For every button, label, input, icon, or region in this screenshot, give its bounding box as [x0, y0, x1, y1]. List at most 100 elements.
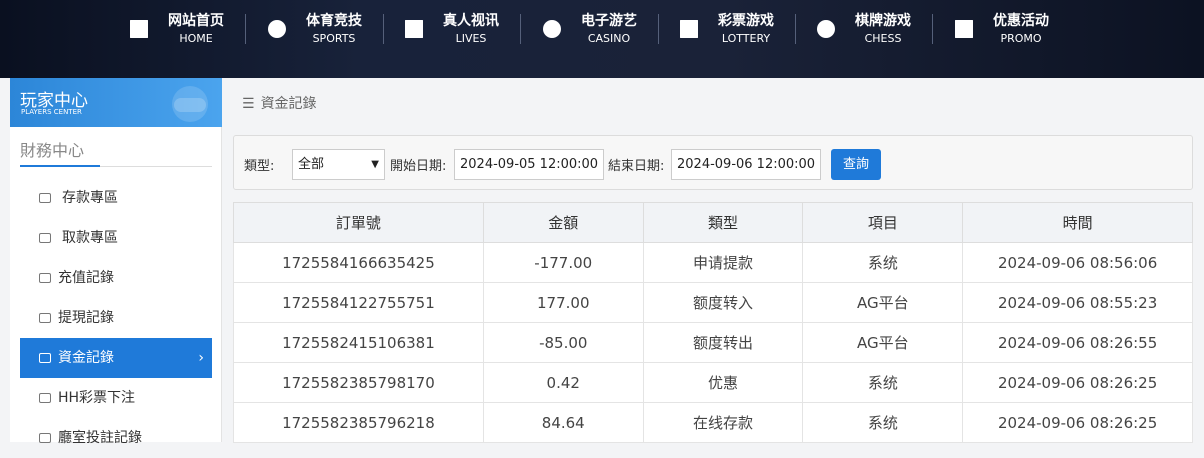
table-cell: 系统	[802, 402, 964, 443]
table-row: 1725582415106381 -85.00 额度转出 AG平台 2024-09-06…	[233, 322, 1193, 363]
nav-item[interactable]: 优惠活动 PROMO	[981, 10, 1061, 50]
column-header: 類型	[642, 202, 804, 243]
nav-icon	[543, 20, 561, 38]
nav-sub: CHESS	[864, 32, 902, 45]
table-cell: 系统	[802, 242, 964, 283]
records-table: 訂單號 金額 類型 項目 時間 1725584166635425 -177.00 申请提款 系统…	[233, 202, 1193, 443]
table-cell: 在线存款	[642, 402, 804, 443]
nav-icon	[955, 20, 973, 38]
nav-item[interactable]: 彩票游戏 LOTTERY	[706, 10, 786, 50]
table-cell: 1725582385796218	[233, 402, 484, 443]
menu-label: 廳室投註記錄	[58, 430, 142, 446]
menu-item[interactable]: 存款專區	[20, 178, 212, 218]
table-cell: 0.42	[482, 362, 644, 403]
table-cell: 177.00	[482, 282, 644, 323]
nav-separator	[520, 14, 521, 44]
table-cell: AG平台	[802, 322, 964, 363]
table-cell: 1725584166635425	[233, 242, 484, 283]
menu-item[interactable]: 取款專區	[20, 218, 212, 258]
search-button[interactable]: 查詢	[831, 149, 881, 180]
start-input[interactable]: 2024-09-05 12:00:00	[454, 149, 604, 180]
section-underline	[20, 165, 100, 167]
menu-label: 取款專區	[62, 230, 118, 246]
type-select[interactable]: 全部 ▼	[292, 149, 385, 180]
nav-label: 优惠活动	[993, 13, 1049, 29]
nav-icon	[268, 20, 286, 38]
menu-item[interactable]: 充值記錄	[20, 258, 212, 298]
nav-sub: PROMO	[1000, 32, 1042, 45]
top-nav: 网站首页 HOME 体育竞技 SPORTS 真人视讯 LIVES 电子游艺 CASINO 彩票游…	[0, 0, 1204, 78]
menu-icon	[39, 233, 51, 243]
nav-separator	[658, 14, 659, 44]
table-row: 1725584122755751 177.00 额度转入 AG平台 2024-09-06…	[233, 282, 1193, 323]
menu-item[interactable]: 廳室投註記錄	[20, 418, 212, 458]
table-cell: -177.00	[482, 242, 644, 283]
menu-label: 充值記錄	[58, 270, 114, 286]
nav-icon	[405, 20, 423, 38]
nav-item[interactable]: 体育竞技 SPORTS	[294, 10, 374, 50]
table-cell: 2024-09-06 08:56:06	[962, 242, 1193, 283]
table-cell: 系统	[802, 362, 964, 403]
table-cell: 84.64	[482, 402, 644, 443]
end-input[interactable]: 2024-09-06 12:00:00	[671, 149, 821, 180]
nav-label: 网站首页	[168, 13, 224, 29]
menu-item[interactable]: 提現記錄	[20, 298, 212, 338]
menu-label: 存款專區	[62, 190, 118, 206]
nav-separator	[932, 14, 933, 44]
nav-label: 棋牌游戏	[855, 13, 911, 29]
sidebar: 玩家中心 PLAYERS CENTER 財務中心 存款專區 取款專區 充值記錄 提現記…	[10, 78, 222, 446]
nav-icon	[130, 20, 148, 38]
page: 网站首页 HOME 体育竞技 SPORTS 真人视讯 LIVES 电子游艺 CASINO 彩票游…	[0, 0, 1204, 446]
menu-arrow: ›	[198, 350, 204, 366]
nav-separator	[245, 14, 246, 44]
menu-icon	[39, 193, 51, 203]
sidebar-subtitle: PLAYERS CENTER	[21, 108, 82, 116]
table-row: 1725582385796218 84.64 在线存款 系统 2024-09-06 08…	[233, 402, 1193, 443]
breadcrumb-text: 資金記錄	[260, 96, 317, 112]
table-cell: -85.00	[482, 322, 644, 363]
menu-icon	[39, 393, 51, 403]
table-row: 1725582385798170 0.42 优惠 系统 2024-09-06 08:26…	[233, 362, 1193, 403]
main: ☰ 資金記錄 類型: 全部 ▼ 開始日期: 2024-09-05 12:00:00 …	[222, 78, 1204, 443]
nav-separator	[383, 14, 384, 44]
end-value: 2024-09-06 12:00:00	[677, 157, 816, 172]
nav-sub: HOME	[179, 32, 213, 45]
nav-label: 电子游艺	[581, 13, 637, 29]
table-cell: 2024-09-06 08:26:55	[962, 322, 1193, 363]
table-row: 1725584166635425 -177.00 申请提款 系统 2024-09-06 …	[233, 242, 1193, 283]
header-row: 訂單號 金額 類型 項目 時間	[233, 202, 1193, 243]
sidebar-title: 玩家中心	[20, 91, 88, 111]
nav-icon	[680, 20, 698, 38]
table-cell: 1725582385798170	[233, 362, 484, 403]
table-cell: 2024-09-06 08:55:23	[962, 282, 1193, 323]
sidebar-header: 玩家中心 PLAYERS CENTER	[10, 78, 222, 127]
menu-icon	[39, 313, 51, 323]
start-label: 開始日期:	[390, 159, 447, 174]
table-cell: 2024-09-06 08:26:25	[962, 362, 1193, 403]
filter-bar: 類型: 全部 ▼ 開始日期: 2024-09-05 12:00:00 結束日期: …	[233, 135, 1193, 190]
menu-icon	[39, 353, 51, 363]
nav-item[interactable]: 真人视讯 LIVES	[431, 10, 511, 50]
start-value: 2024-09-05 12:00:00	[460, 157, 599, 172]
menu-item[interactable]: HH彩票下注	[20, 378, 212, 418]
nav-sub: LOTTERY	[721, 32, 771, 45]
nav-sub: SPORTS	[312, 32, 356, 45]
nav-sub: LIVES	[455, 32, 487, 45]
nav-item[interactable]: 网站首页 HOME	[156, 10, 236, 50]
nav-label: 真人视讯	[443, 13, 499, 29]
menu-item[interactable]: 資金記錄 ›	[20, 338, 212, 378]
table-cell: 优惠	[642, 362, 804, 403]
menu-label: 資金記錄	[58, 350, 114, 366]
column-header: 訂單號	[233, 202, 484, 243]
nav-sub: CASINO	[587, 32, 631, 45]
nav-item[interactable]: 棋牌游戏 CHESS	[843, 10, 923, 50]
column-header: 時間	[962, 202, 1193, 243]
nav-item[interactable]: 电子游艺 CASINO	[569, 10, 649, 50]
column-header: 金額	[482, 202, 644, 243]
menu-label: HH彩票下注	[58, 390, 136, 406]
table-cell: 2024-09-06 08:26:25	[962, 402, 1193, 443]
end-label: 結束日期:	[608, 159, 665, 174]
breadcrumb: ☰ 資金記錄	[242, 96, 317, 112]
type-value: 全部	[298, 157, 325, 172]
nav-separator	[795, 14, 796, 44]
